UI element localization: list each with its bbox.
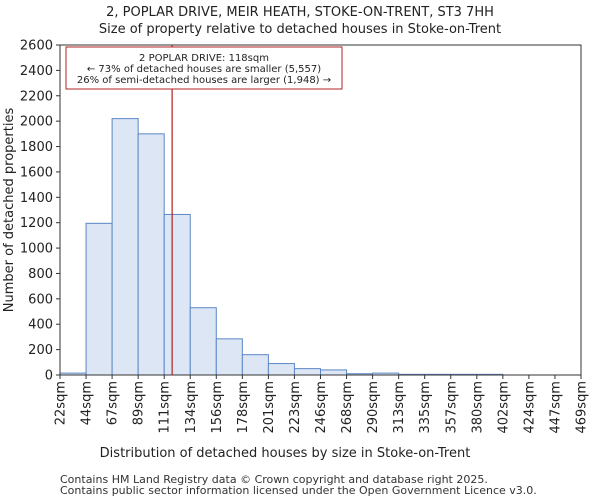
annotation-box: 2 POPLAR DRIVE: 118sqm ← 73% of detached… bbox=[65, 46, 343, 90]
bar-156sqm bbox=[215, 338, 243, 376]
x-tick-label: 223sqm bbox=[288, 381, 303, 434]
y-axis-ticks: 0 200 400 600 800 1000 1200 1400 1600 1800 2000 220… bbox=[20, 39, 60, 384]
annotation-frame bbox=[65, 46, 343, 90]
x-tick-label: 380sqm bbox=[470, 381, 485, 434]
bar-111sqm bbox=[163, 213, 191, 376]
y-tick-label: 1800 bbox=[20, 140, 53, 155]
y-tick-label: 1600 bbox=[20, 165, 53, 180]
y-axis-label: Number of detached properties bbox=[2, 108, 17, 313]
x-axis-ticks: 22sqm 44sqm 67sqm 89sqm 111sqm 134sqm 156sqm 17… bbox=[54, 375, 590, 434]
y-tick-label: 2200 bbox=[20, 89, 53, 104]
x-axis-label: Distribution of detached houses by size … bbox=[100, 446, 471, 461]
footer-line-2: Contains public sector information licen… bbox=[60, 484, 537, 497]
x-tick-label: 178sqm bbox=[236, 381, 251, 434]
x-tick-label: 201sqm bbox=[262, 381, 277, 434]
x-tick-label: 402sqm bbox=[496, 381, 511, 434]
x-tick-label: 22sqm bbox=[54, 381, 69, 425]
annotation-line-1: 2 POPLAR DRIVE: 118sqm bbox=[139, 53, 269, 64]
bar-223sqm bbox=[293, 368, 322, 376]
x-tick-label: 246sqm bbox=[314, 381, 329, 434]
y-tick-label: 800 bbox=[28, 267, 53, 282]
x-tick-label: 67sqm bbox=[106, 381, 121, 425]
bar-134sqm bbox=[189, 307, 217, 376]
x-tick-label: 134sqm bbox=[184, 381, 199, 434]
bar-178sqm bbox=[241, 354, 269, 376]
y-tick-label: 2600 bbox=[20, 39, 53, 54]
bar-67sqm bbox=[111, 118, 139, 376]
x-tick-label: 44sqm bbox=[80, 381, 95, 425]
bar-201sqm bbox=[267, 363, 295, 376]
x-tick-label: 89sqm bbox=[132, 381, 147, 425]
y-tick-label: 1400 bbox=[20, 191, 53, 206]
y-tick-label: 1000 bbox=[20, 242, 53, 257]
x-tick-label: 111sqm bbox=[158, 381, 173, 434]
x-tick-label: 424sqm bbox=[522, 381, 537, 434]
x-tick-label: 335sqm bbox=[418, 381, 433, 434]
x-tick-label: 313sqm bbox=[392, 381, 407, 434]
y-tick-label: 2400 bbox=[20, 64, 53, 79]
bar-89sqm bbox=[137, 133, 165, 376]
chart-subtitle: Size of property relative to detached ho… bbox=[99, 22, 501, 37]
y-tick-label: 600 bbox=[28, 292, 53, 307]
x-tick-label: 268sqm bbox=[340, 381, 355, 434]
y-tick-label: 200 bbox=[28, 343, 53, 358]
bar-44sqm bbox=[85, 222, 113, 376]
x-tick-label: 156sqm bbox=[210, 381, 225, 434]
x-tick-label: 290sqm bbox=[366, 381, 381, 434]
footer-line-1: Contains HM Land Registry data © Crown c… bbox=[60, 473, 488, 486]
bars-group bbox=[59, 118, 504, 376]
bar-246sqm bbox=[320, 369, 348, 376]
y-tick-label: 1200 bbox=[20, 216, 53, 231]
x-tick-label: 469sqm bbox=[575, 381, 590, 434]
plot-frame bbox=[59, 44, 582, 376]
annotation-line-2: ← 73% of detached houses are smaller (5,… bbox=[87, 64, 321, 75]
x-tick-label: 357sqm bbox=[444, 381, 459, 434]
y-tick-label: 400 bbox=[28, 318, 53, 333]
x-tick-label: 447sqm bbox=[548, 381, 563, 434]
chart-title: 2, POPLAR DRIVE, MEIR HEATH, STOKE-ON-TR… bbox=[106, 5, 494, 20]
y-tick-label: 0 bbox=[45, 369, 53, 384]
annotation-line-3: 26% of semi-detached houses are larger (… bbox=[77, 75, 331, 86]
y-tick-label: 2000 bbox=[20, 115, 53, 130]
